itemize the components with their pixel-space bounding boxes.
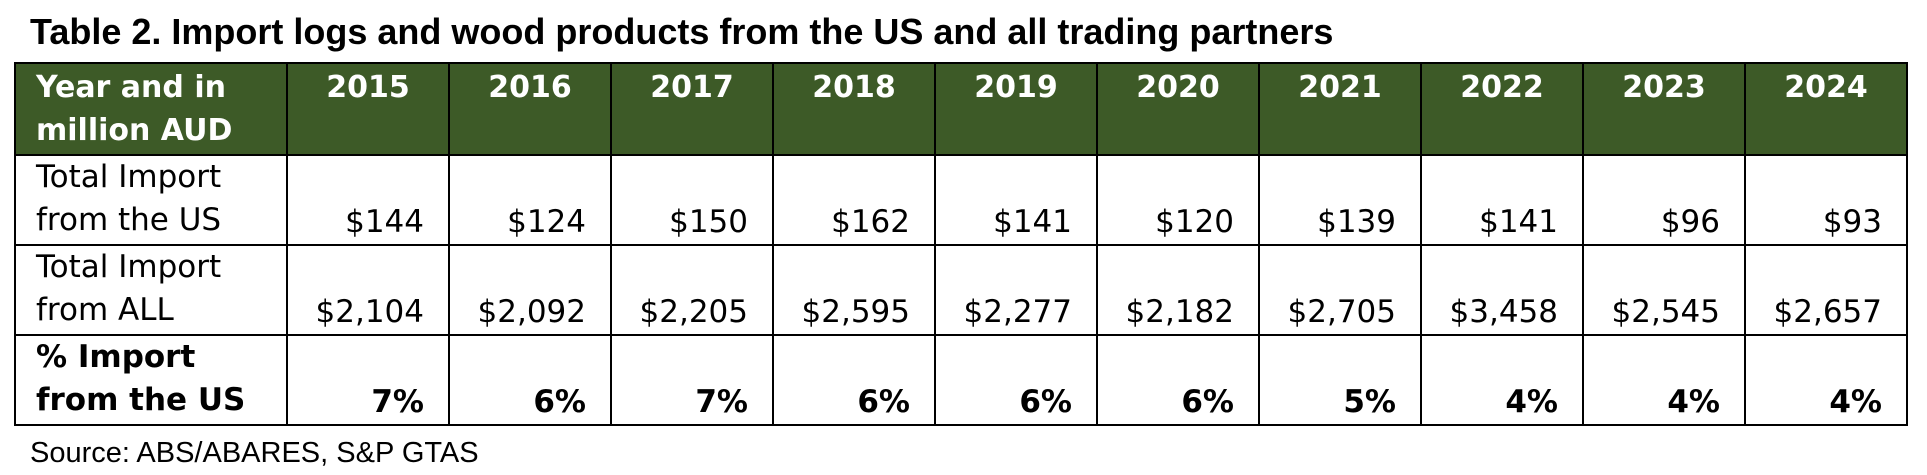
table-cell: $141 <box>1420 154 1584 246</box>
source-note: Source: ABS/ABARES, S&P GTAS <box>30 437 479 469</box>
table-cell: $162 <box>772 154 936 246</box>
table-cell: 6% <box>1096 334 1260 426</box>
year-header: 2015 <box>286 62 450 156</box>
header-label: Year and in million AUD <box>14 62 288 156</box>
table-cell: 6% <box>934 334 1098 426</box>
table-cell: $2,205 <box>610 244 774 336</box>
row-label: % Import from the US <box>14 334 288 426</box>
year-header: 2023 <box>1582 62 1746 156</box>
row-label: Total Import from the US <box>14 154 288 246</box>
table-cell: $3,458 <box>1420 244 1584 336</box>
table-cell: $2,545 <box>1582 244 1746 336</box>
year-header: 2022 <box>1420 62 1584 156</box>
table-cell: $150 <box>610 154 774 246</box>
table-cell: 4% <box>1420 334 1584 426</box>
header-row: Year and in million AUD 2015 2016 2017 2… <box>14 62 1908 156</box>
year-header: 2021 <box>1258 62 1422 156</box>
table-cell: $2,277 <box>934 244 1098 336</box>
table-cell: 6% <box>772 334 936 426</box>
table-row-all-import: Total Import from ALL $2,104 $2,092 $2,2… <box>14 244 1908 336</box>
table-cell: $124 <box>448 154 612 246</box>
year-header: 2017 <box>610 62 774 156</box>
year-header: 2020 <box>1096 62 1260 156</box>
import-table: Year and in million AUD 2015 2016 2017 2… <box>14 62 1908 426</box>
table-cell: 5% <box>1258 334 1422 426</box>
table-cell: $2,705 <box>1258 244 1422 336</box>
table-cell: $144 <box>286 154 450 246</box>
table-cell: $2,182 <box>1096 244 1260 336</box>
table-cell: $2,657 <box>1744 244 1908 336</box>
table-row-us-share: % Import from the US 7% 6% 7% 6% 6% 6% 5… <box>14 334 1908 426</box>
table-cell: $2,595 <box>772 244 936 336</box>
table-title: Table 2. Import logs and wood products f… <box>30 11 1334 52</box>
table-cell: $93 <box>1744 154 1908 246</box>
year-header: 2016 <box>448 62 612 156</box>
table-cell: $141 <box>934 154 1098 246</box>
row-label: Total Import from ALL <box>14 244 288 336</box>
table-cell: $139 <box>1258 154 1422 246</box>
table-cell: $96 <box>1582 154 1746 246</box>
table-cell: $120 <box>1096 154 1260 246</box>
year-header: 2024 <box>1744 62 1908 156</box>
table-cell: 7% <box>286 334 450 426</box>
table-cell: 6% <box>448 334 612 426</box>
year-header: 2019 <box>934 62 1098 156</box>
table-cell: 7% <box>610 334 774 426</box>
year-header: 2018 <box>772 62 936 156</box>
table-cell: 4% <box>1582 334 1746 426</box>
table-row-us-import: Total Import from the US $144 $124 $150 … <box>14 154 1908 246</box>
table-cell: 4% <box>1744 334 1908 426</box>
table-cell: $2,104 <box>286 244 450 336</box>
table-cell: $2,092 <box>448 244 612 336</box>
